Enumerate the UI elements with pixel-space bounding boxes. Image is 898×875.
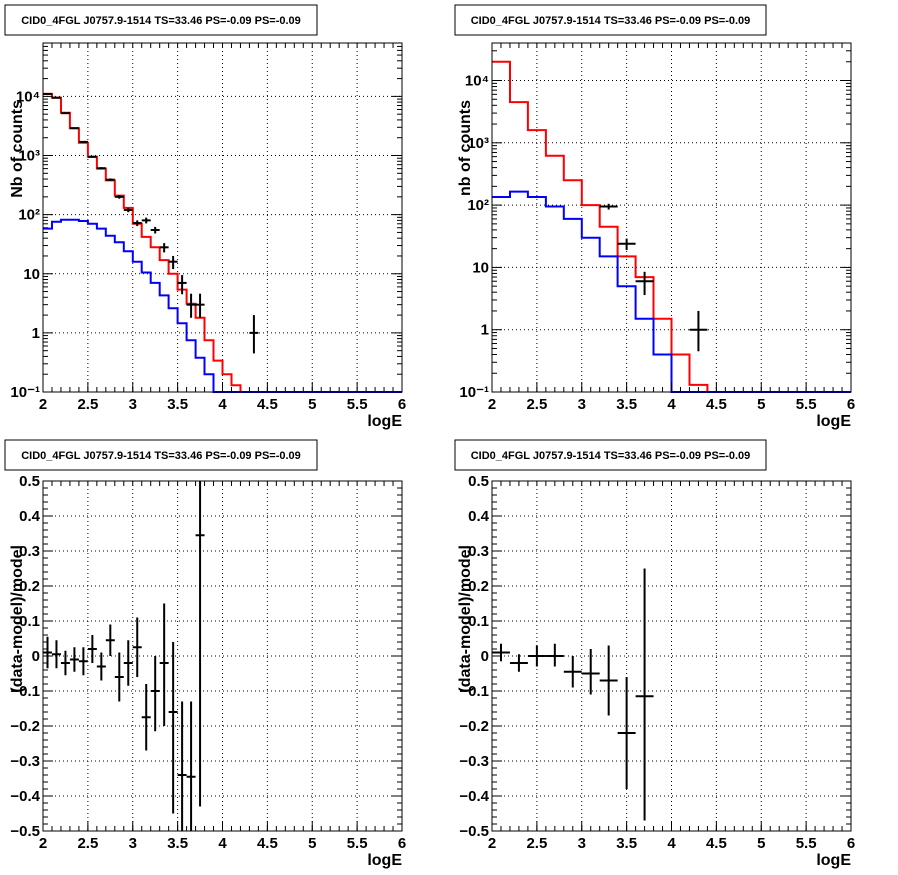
x-tick-label: 5 <box>757 835 765 852</box>
y-tick-label: 0.3 <box>19 543 40 560</box>
y-tick-label: 10⁴ <box>16 88 40 105</box>
y-tick-label: 0.2 <box>468 578 489 595</box>
x-tick-label: 5 <box>757 396 765 413</box>
chart-panel-3: 2 2.5 3 3.5 4 4.5 5 5.5 6 −0.5 −0.4 −0.3 −0.2 −0.1 0 0.… <box>4 439 406 869</box>
y-tick-label: 10⁴ <box>465 73 489 90</box>
y-tick-label: 10⁻¹ <box>10 384 40 401</box>
x-tick-label: 3 <box>578 835 586 852</box>
x-tick-label: 4.5 <box>706 835 727 852</box>
chart-panel-4: 2 2.5 3 3.5 4 4.5 5 5.5 6 −0.5 −0.4 −0.3 −0.2 −0.1 0 0.… <box>454 439 855 869</box>
y-tick-label: −0.3 <box>459 753 489 770</box>
y-tick-label: −0.2 <box>459 718 489 735</box>
x-tick-label: 5.5 <box>796 835 817 852</box>
y-tick-label: −0.4 <box>459 788 489 805</box>
x-tick-label: 3.5 <box>167 396 188 413</box>
chart-title: CID0_4FGL J0757.9-1514 TS=33.46 PS=-0.09… <box>21 450 301 462</box>
y-tick-label: 10³ <box>467 135 489 152</box>
x-tick-label: 4 <box>218 396 227 413</box>
y-tick-label: 0.5 <box>19 473 40 490</box>
chart-panel-1: 2 2.5 3 3.5 4 4.5 5 5.5 6 10⁻¹ 1 10 10² 10³ 10⁴ logE Nb … <box>4 4 406 430</box>
title-box <box>454 4 767 36</box>
y-tick-label: 1 <box>481 322 489 339</box>
y-tick-label: −0.4 <box>10 788 40 805</box>
x-tick-label: 3.5 <box>616 835 637 852</box>
title-box <box>4 4 318 36</box>
x-axis-label: logE <box>367 413 402 430</box>
y-tick-label: 10⁻¹ <box>459 384 489 401</box>
y-tick-label: 0.4 <box>468 508 490 525</box>
x-axis-label: logE <box>367 852 402 869</box>
chart-title: CID0_4FGL J0757.9-1514 TS=33.46 PS=-0.09… <box>21 15 301 27</box>
x-tick-label: 5.5 <box>347 835 368 852</box>
x-tick-label: 6 <box>847 396 855 413</box>
y-tick-label: −0.1 <box>10 683 40 700</box>
y-tick-label: 0 <box>32 648 40 665</box>
x-tick-label: 6 <box>398 396 406 413</box>
x-tick-label: 6 <box>398 835 406 852</box>
y-tick-label: −0.1 <box>459 683 489 700</box>
y-tick-label: 10² <box>467 197 489 214</box>
x-tick-label: 5.5 <box>347 396 368 413</box>
x-tick-label: 5.5 <box>796 396 817 413</box>
x-tick-label: 2.5 <box>526 835 547 852</box>
y-tick-label: 10 <box>472 259 489 276</box>
x-tick-label: 4.5 <box>257 396 278 413</box>
x-tick-label: 4 <box>667 835 676 852</box>
x-tick-label: 2 <box>488 835 496 852</box>
title-box <box>454 439 767 471</box>
x-tick-label: 3.5 <box>616 396 637 413</box>
chart-title: CID0_4FGL J0757.9-1514 TS=33.46 PS=-0.09… <box>471 15 751 27</box>
x-tick-label: 4 <box>218 835 227 852</box>
x-tick-label: 2.5 <box>77 396 98 413</box>
x-tick-label: 2 <box>488 396 496 413</box>
y-tick-label: 0.2 <box>19 578 40 595</box>
y-tick-label: 0.1 <box>19 613 40 630</box>
y-tick-label: 0.4 <box>19 508 41 525</box>
y-tick-label: 0.1 <box>468 613 489 630</box>
y-tick-label: 0.3 <box>468 543 489 560</box>
y-tick-label: −0.5 <box>10 823 40 840</box>
y-axis-label: (data-model)/model <box>457 545 474 693</box>
y-tick-label: 0 <box>481 648 489 665</box>
x-tick-label: 2 <box>39 835 47 852</box>
title-box <box>4 439 318 471</box>
x-tick-label: 5 <box>308 396 316 413</box>
x-tick-label: 3.5 <box>167 835 188 852</box>
y-tick-label: −0.2 <box>10 718 40 735</box>
x-tick-label: 5 <box>308 835 316 852</box>
x-tick-label: 2.5 <box>526 396 547 413</box>
y-axis-label: Nb of counts <box>9 100 26 198</box>
x-tick-label: 2.5 <box>77 835 98 852</box>
chart-title: CID0_4FGL J0757.9-1514 TS=33.46 PS=-0.09… <box>471 450 751 462</box>
y-axis-label: (data-model)/model <box>9 545 26 693</box>
y-tick-label: 0.5 <box>468 473 489 490</box>
x-tick-label: 3 <box>129 835 137 852</box>
y-tick-label: 10³ <box>18 148 40 165</box>
chart-panel-2: 2 2.5 3 3.5 4 4.5 5 5.5 6 10⁻¹ 1 10 10² 10³ 10⁴ logE nb … <box>454 4 855 430</box>
x-tick-label: 4.5 <box>706 396 727 413</box>
y-tick-label: 1 <box>32 325 40 342</box>
x-tick-label: 3 <box>578 396 586 413</box>
y-tick-label: 10² <box>18 207 40 224</box>
x-tick-label: 4 <box>667 396 676 413</box>
x-tick-label: 4.5 <box>257 835 278 852</box>
x-axis-label: logE <box>816 852 851 869</box>
x-tick-label: 2 <box>39 396 47 413</box>
x-axis-label: logE <box>816 413 851 430</box>
y-axis-label: nb of counts <box>457 100 474 196</box>
y-tick-label: −0.5 <box>459 823 489 840</box>
y-tick-label: −0.3 <box>10 753 40 770</box>
x-tick-label: 6 <box>847 835 855 852</box>
x-tick-label: 3 <box>129 396 137 413</box>
y-tick-label: 10 <box>23 266 40 283</box>
